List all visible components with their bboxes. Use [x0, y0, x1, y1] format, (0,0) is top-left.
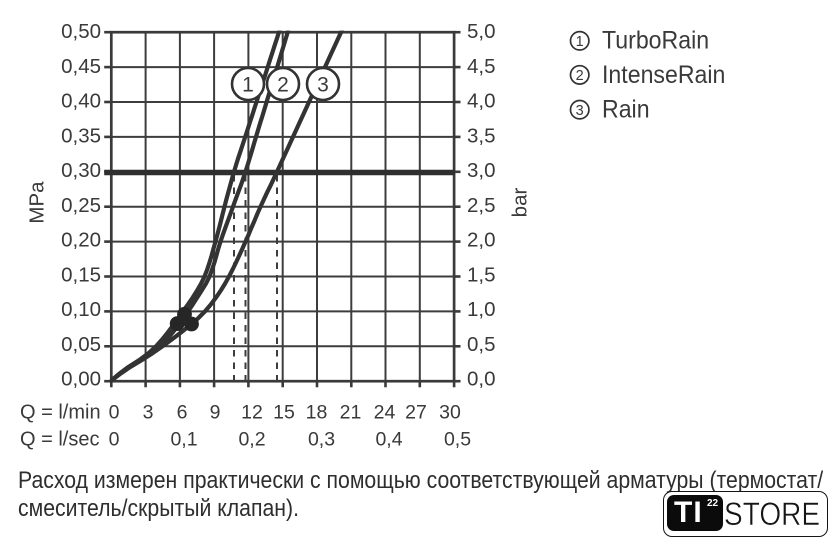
svg-text:6: 6: [177, 401, 188, 423]
svg-text:18: 18: [306, 401, 328, 423]
svg-text:27: 27: [405, 401, 427, 423]
svg-text:9: 9: [210, 401, 221, 423]
svg-text:0: 0: [109, 401, 120, 423]
svg-text:0: 0: [109, 429, 120, 451]
svg-text:0,25: 0,25: [61, 194, 101, 217]
svg-text:12: 12: [241, 401, 263, 423]
svg-text:1: 1: [576, 34, 584, 50]
svg-text:24: 24: [374, 401, 396, 423]
svg-text:3: 3: [317, 73, 329, 96]
svg-text:0,3: 0,3: [308, 429, 335, 451]
svg-text:0,2: 0,2: [238, 429, 265, 451]
svg-text:3: 3: [143, 401, 154, 423]
svg-text:4,5: 4,5: [467, 55, 496, 78]
svg-text:1,0: 1,0: [467, 298, 496, 321]
svg-text:0,20: 0,20: [61, 229, 101, 252]
svg-text:1: 1: [242, 73, 254, 96]
svg-text:30: 30: [439, 401, 461, 423]
svg-text:3,5: 3,5: [467, 124, 496, 147]
svg-text:0,1: 0,1: [170, 429, 197, 451]
svg-text:bar: bar: [509, 188, 532, 218]
svg-text:Q = l/sec: Q = l/sec: [20, 429, 99, 451]
svg-text:3: 3: [576, 103, 584, 119]
svg-text:0,5: 0,5: [444, 429, 471, 451]
svg-text:1,5: 1,5: [467, 263, 496, 286]
svg-text:5,0: 5,0: [467, 20, 496, 43]
svg-text:2: 2: [576, 68, 584, 84]
svg-text:2,5: 2,5: [467, 194, 496, 217]
svg-text:0,00: 0,00: [61, 368, 101, 391]
svg-text:0,4: 0,4: [375, 429, 402, 451]
svg-text:0,40: 0,40: [61, 90, 101, 113]
svg-text:21: 21: [340, 401, 362, 423]
svg-text:0,05: 0,05: [61, 333, 101, 356]
svg-text:2,0: 2,0: [467, 229, 496, 252]
svg-text:3,0: 3,0: [467, 159, 496, 182]
svg-text:0,50: 0,50: [61, 20, 101, 43]
svg-text:0,15: 0,15: [61, 263, 101, 286]
svg-text:0,0: 0,0: [467, 368, 496, 391]
svg-text:15: 15: [273, 401, 295, 423]
svg-text:0,35: 0,35: [61, 124, 101, 147]
svg-text:0,30: 0,30: [61, 159, 101, 182]
svg-text:0,5: 0,5: [467, 333, 496, 356]
svg-text:TurboRain: TurboRain: [602, 27, 709, 55]
svg-text:0,10: 0,10: [61, 298, 101, 321]
svg-text:IntenseRain: IntenseRain: [602, 61, 725, 89]
svg-text:2: 2: [277, 73, 289, 96]
svg-text:MPa: MPa: [26, 181, 49, 224]
svg-text:4,0: 4,0: [467, 90, 496, 113]
svg-text:Q = l/min: Q = l/min: [20, 401, 101, 423]
svg-text:0,45: 0,45: [61, 55, 101, 78]
svg-text:Rain: Rain: [602, 96, 650, 124]
